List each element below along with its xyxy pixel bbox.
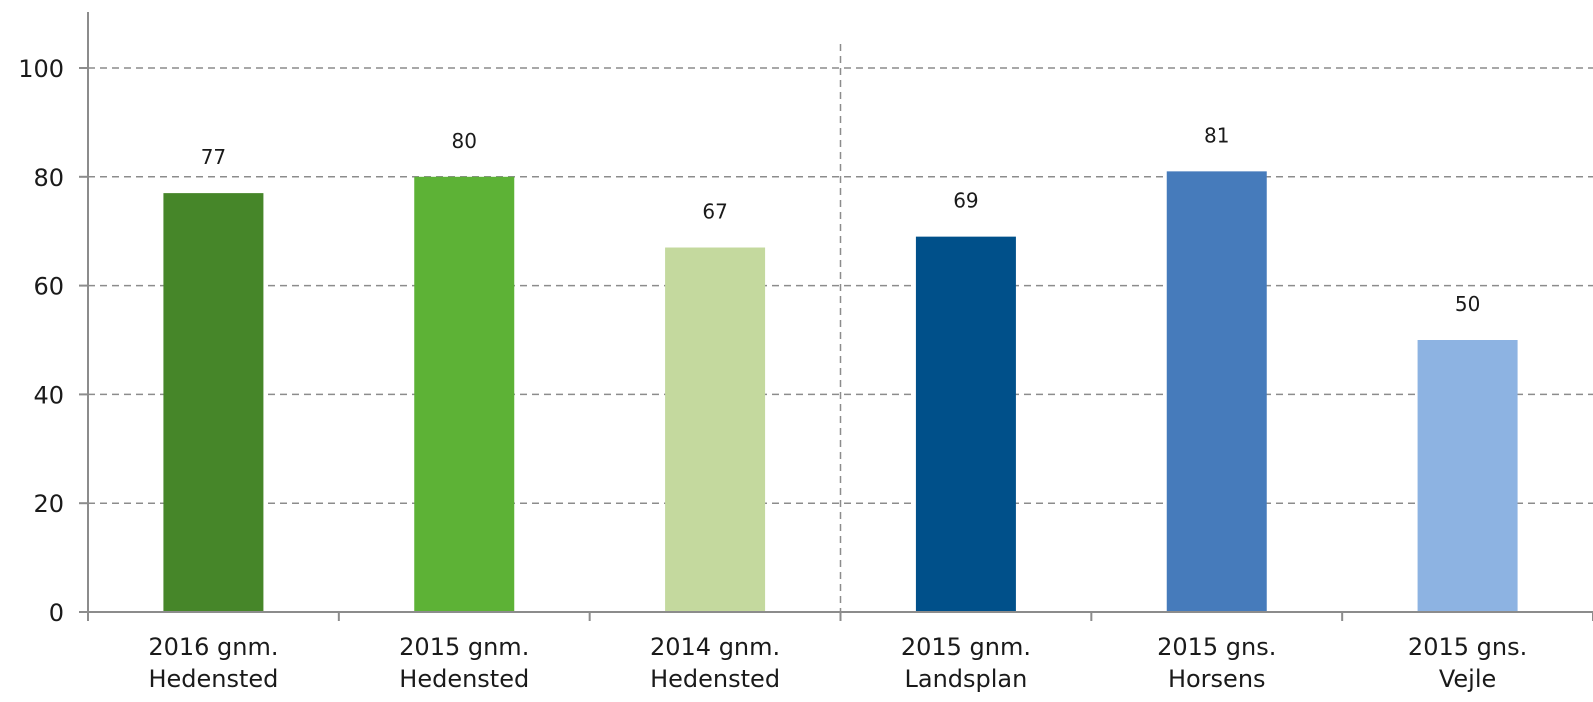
y-tick-label-60: 60	[33, 273, 64, 301]
data-label-0: 77	[201, 145, 226, 169]
x-tick-label-line: 2015 gnm.	[399, 633, 529, 661]
x-tick-label-line: Hedensted	[148, 665, 278, 693]
y-tick-label-80: 80	[33, 164, 64, 192]
bar-3	[915, 236, 1016, 612]
data-label-1: 80	[452, 129, 477, 153]
y-tick-label-20: 20	[33, 490, 64, 518]
x-tick-label-line: Landsplan	[904, 665, 1027, 693]
data-label-3: 69	[953, 189, 978, 213]
x-tick-label-line: 2015 gnm.	[901, 633, 1031, 661]
bar-0	[163, 193, 264, 612]
y-tick-label-40: 40	[33, 381, 64, 409]
bar-2	[665, 247, 766, 612]
data-label-5: 50	[1455, 292, 1480, 316]
x-tick-label-line: Hedensted	[399, 665, 529, 693]
y-tick-label-100: 100	[18, 55, 64, 83]
x-tick-label-line: 2016 gnm.	[148, 633, 278, 661]
x-tick-label-5: 2015 gns. Vejle	[1408, 633, 1527, 693]
x-tick-label-line: 2015 gns.	[1157, 633, 1276, 661]
data-label-4: 81	[1204, 123, 1229, 147]
x-tick-label-2: 2014 gnm. Hedensted	[650, 633, 780, 693]
x-tick-label-line: Hedensted	[650, 665, 780, 693]
x-tick-label-0: 2016 gnm. Hedensted	[148, 633, 278, 693]
bar-1	[414, 176, 515, 613]
x-tick-label-3: 2015 gnm. Landsplan	[901, 633, 1031, 693]
bar-4	[1166, 171, 1267, 613]
bar-5	[1417, 340, 1518, 612]
x-tick-label-line: Horsens	[1168, 665, 1266, 693]
x-tick-label-line: 2014 gnm.	[650, 633, 780, 661]
x-tick-label-4: 2015 gns. Horsens	[1157, 633, 1276, 693]
y-tick-label-0: 0	[49, 599, 64, 627]
x-tick-label-line: Vejle	[1439, 665, 1496, 693]
x-tick-label-line: 2015 gns.	[1408, 633, 1527, 661]
data-label-2: 67	[702, 200, 727, 224]
x-tick-label-1: 2015 gnm. Hedensted	[399, 633, 529, 693]
